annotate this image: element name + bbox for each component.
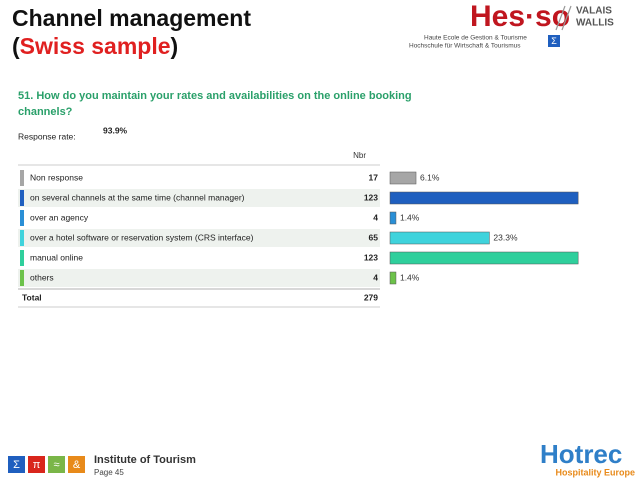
value-label: 1.4% [400,272,420,282]
subtitle-text: Swiss sample [20,33,171,59]
row-bg [18,189,380,207]
row-marker [20,270,24,286]
table: Non response 17 6.1% on several channels at… [18,164,579,308]
row-marker [20,230,24,246]
logo-symbol: Σ [551,36,557,46]
total: 279 [364,292,378,302]
footer-icon-symbol: Σ [13,459,20,471]
footer-icon-symbol: ≈ [53,459,59,471]
slide-title: Channel management [12,5,251,31]
footer-icon [68,456,85,473]
logo-icon [548,35,560,47]
count: 4 [373,272,378,282]
row-marker [20,250,24,266]
paren: ( [12,33,20,59]
row-marker [20,170,24,186]
page-number: Page 45 [94,468,124,477]
row-bg [18,269,380,287]
count-header: Nbr [353,151,366,160]
bar [389,191,579,205]
institute: Institute of Tourism [94,454,196,466]
row-marker [20,210,24,226]
logo-region: VALAIS [576,6,612,17]
count: 4 [373,212,378,222]
bar [389,171,417,185]
logo-stroke [561,5,572,31]
response-rate: 93.9% [103,125,128,135]
footer-icon-symbol: & [73,459,81,471]
count: 65 [369,232,379,242]
bar [389,211,397,225]
slide-subtitle: (Swiss sample) [12,33,178,59]
logo-line: Haute Ecole de Gestion & Tourisme [424,35,527,42]
value-label: 1.4% [400,212,420,222]
value-label: 6.1% [420,172,440,182]
row-marker [20,190,24,206]
count: 123 [364,252,378,262]
partner-brand: Hotrec [540,439,622,469]
total-label: Total [22,292,42,302]
row-label: manual online [30,252,83,262]
question: 51. How do you maintain your rates and a… [18,90,412,118]
logo-brand: Hes·so [470,0,570,33]
bar [389,271,397,285]
logo-region: WALLIS [576,18,614,29]
count: 17 [369,172,379,182]
row-label: over an agency [30,212,89,222]
response-rate-label: Response rate: [18,131,76,141]
logo-stroke [555,5,566,31]
row-label: Non response [30,172,83,182]
value-label: 23.3% [493,232,518,242]
logo-line: Hochschule für Wirtschaft & Tourismus [409,43,521,50]
bar [389,251,579,265]
partner-tagline: Hospitality Europe [555,467,635,477]
row-label: others [30,272,54,282]
count: 123 [364,192,378,202]
footer-icon [48,456,65,473]
footer-icon [8,456,25,473]
paren: ) [171,33,179,59]
footer-icon-symbol: π [33,459,41,471]
row-label: over a hotel software or reservation sys… [30,232,254,242]
bar [389,231,490,245]
row-label: on several channels at the same time (ch… [30,192,245,202]
footer-icon [28,456,45,473]
row-bg [18,229,380,247]
